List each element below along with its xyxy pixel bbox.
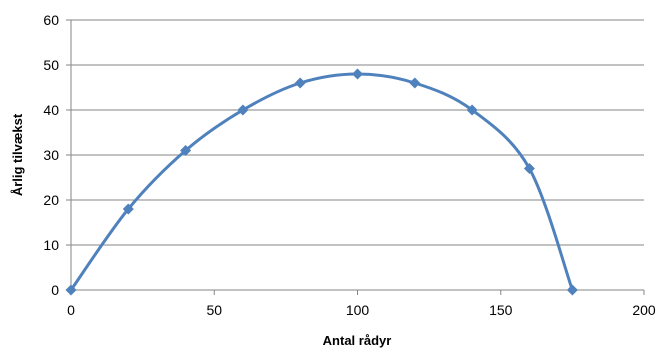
data-point-marker [352,68,363,80]
data-point-marker [409,77,421,89]
y-axis-title: Årlig tilvækst [10,113,25,196]
x-tick-label: 0 [67,302,75,318]
data-point-marker [294,77,306,89]
y-tick-label: 20 [43,192,59,208]
y-tick-label: 40 [43,102,59,118]
y-tick-label: 50 [43,57,59,73]
y-tick-labels: 0 10 20 30 40 50 60 [43,12,59,298]
data-point-marker [466,104,478,116]
x-tick-label: 200 [632,302,656,318]
gridlines [71,19,644,246]
x-tick-label: 50 [206,302,222,318]
axes [66,19,645,295]
y-tick-label: 60 [43,12,59,28]
plot-area [65,68,578,296]
series-line [69,72,574,292]
x-tick-label: 150 [489,302,513,318]
data-point-marker [122,203,134,215]
data-point-marker [523,163,535,174]
data-point-marker [566,284,578,296]
y-tick-label: 30 [43,147,59,163]
x-tick-labels: 0 50 100 150 200 [67,302,656,318]
data-point-marker [180,145,192,156]
y-tick-label: 0 [51,282,59,298]
y-tick-label: 10 [43,237,59,253]
x-tick-label: 100 [346,302,370,318]
data-point-marker [65,284,77,296]
x-axis-title: Antal rådyr [323,333,392,348]
data-point-marker [237,104,249,116]
